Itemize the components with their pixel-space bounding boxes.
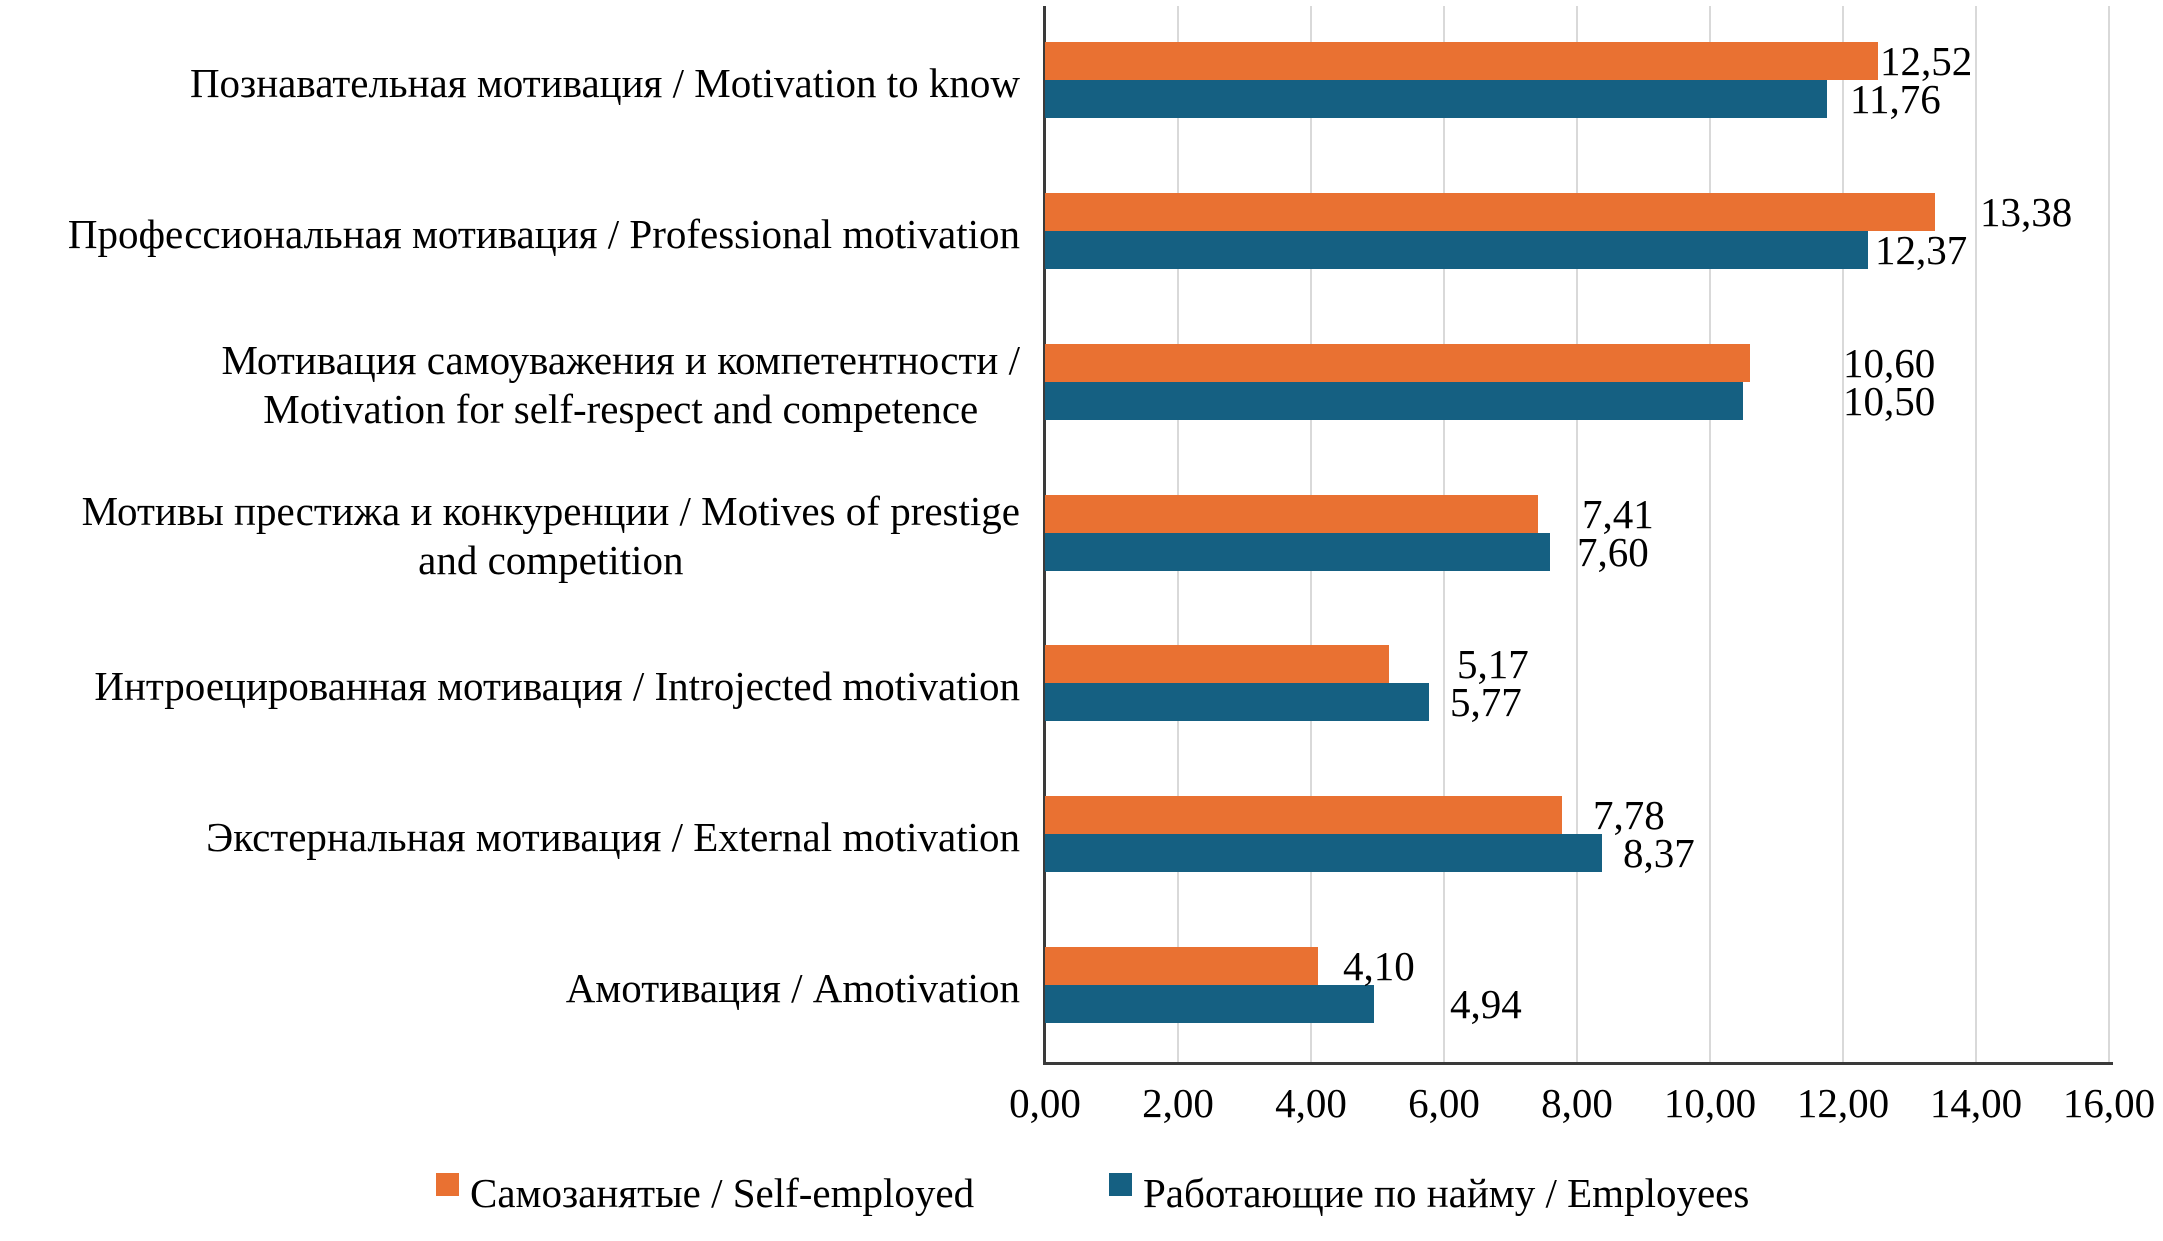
- value-label-series1-row4: 5,77: [1450, 679, 1522, 725]
- category-label-row1: Профессиональная мотивация / Professiona…: [67, 211, 1020, 257]
- bar-series0-row1: [1045, 193, 1935, 231]
- value-label-series0-row0: 12,52: [1880, 38, 1973, 84]
- value-label-series0-row1: 13,38: [1980, 189, 2073, 235]
- category-label-row5: Экстернальная мотивация / External motiv…: [206, 814, 1020, 860]
- value-label-series0-row5: 7,78: [1593, 792, 1665, 838]
- category-label-row2: Мотивация самоуважения и компетентности …: [221, 337, 1021, 432]
- value-label-series0-row6: 4,10: [1343, 943, 1415, 989]
- bar-series0-row0: [1045, 42, 1878, 80]
- x-tick-6,00: 6,00: [1408, 1080, 1480, 1126]
- value-label-series1-row6: 4,94: [1450, 981, 1522, 1027]
- x-tick-14,00: 14,00: [1929, 1080, 2023, 1126]
- gridline-8,00: [1576, 6, 1578, 1063]
- value-label-series0-row2: 10,60: [1843, 340, 1936, 386]
- x-tick-16,00: 16,00: [2062, 1080, 2156, 1126]
- legend-swatch-employees: [1109, 1173, 1132, 1196]
- x-tick-8,00: 8,00: [1541, 1080, 1613, 1126]
- category-label-row6: Амотивация / Amotivation: [565, 965, 1020, 1011]
- bar-series1-row1: [1045, 231, 1868, 269]
- legend-label-self-employed: Самозанятые / Self-employed: [470, 1170, 975, 1216]
- bar-series0-row5: [1045, 796, 1562, 834]
- gridline-14,00: [1975, 6, 1977, 1063]
- x-axis-line: [1043, 1062, 2113, 1065]
- x-tick-4,00: 4,00: [1275, 1080, 1347, 1126]
- bar-series1-row5: [1045, 834, 1602, 872]
- x-tick-0,00: 0,00: [1009, 1080, 1081, 1126]
- gridline-16,00: [2108, 6, 2110, 1063]
- bar-series1-row6: [1045, 985, 1374, 1023]
- gridline-10,00: [1709, 6, 1711, 1063]
- legend-swatch-self-employed: [436, 1173, 459, 1196]
- bar-series0-row6: [1045, 947, 1318, 985]
- category-label-row3: Мотивы престижа и конкуренции / Motives …: [81, 488, 1020, 583]
- bar-series1-row4: [1045, 683, 1429, 721]
- value-label-series1-row5: 8,37: [1623, 830, 1695, 876]
- category-label-row0: Познавательная мотивация / Motivation to…: [189, 60, 1020, 106]
- bar-series1-row2: [1045, 382, 1743, 420]
- value-label-series0-row3: 7,41: [1582, 491, 1654, 537]
- value-label-series1-row1: 12,37: [1875, 227, 1968, 273]
- x-tick-12,00: 12,00: [1796, 1080, 1890, 1126]
- value-label-series1-row2: 10,50: [1843, 378, 1936, 424]
- x-tick-10,00: 10,00: [1663, 1080, 1757, 1126]
- category-label-row4: Интроецированная мотивация / Introjected…: [94, 663, 1020, 709]
- value-label-series1-row3: 7,60: [1577, 529, 1649, 575]
- y-axis-line: [1043, 6, 1046, 1065]
- bar-series0-row2: [1045, 344, 1750, 382]
- value-label-series0-row4: 5,17: [1457, 641, 1529, 687]
- gridline-12,00: [1842, 6, 1844, 1063]
- legend-label-employees: Работающие по найму / Employees: [1143, 1170, 1750, 1216]
- x-tick-2,00: 2,00: [1142, 1080, 1214, 1126]
- bar-series1-row3: [1045, 533, 1550, 571]
- bar-series0-row3: [1045, 495, 1538, 533]
- bar-series1-row0: [1045, 80, 1827, 118]
- value-label-series1-row0: 11,76: [1850, 76, 1941, 122]
- bar-series0-row4: [1045, 645, 1389, 683]
